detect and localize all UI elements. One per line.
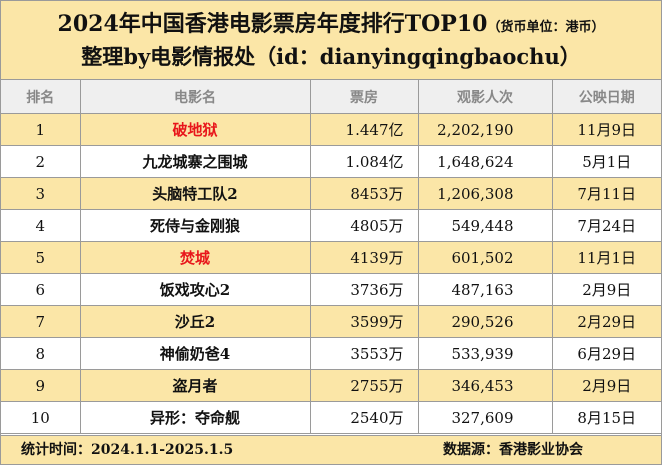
table-row: 7 沙丘2 3599万 290,526 2月29日 <box>1 305 661 338</box>
table-footer: 统计时间：2024.1.1-2025.1.5 数据源：香港影业协会 <box>1 435 661 464</box>
table-body: 1 破地狱 1.447亿 2,202,190 11月9日 2 九龙城寨之围城 1.084亿 1,… <box>1 113 661 434</box>
movie-title-cell: 九龙城寨之围城 <box>79 145 311 178</box>
column-header-viewers: 观影人次 <box>417 80 553 114</box>
table-row: 2 九龙城寨之围城 1.084亿 1,648,624 5月1日 <box>1 145 661 178</box>
box-office-cell: 1.084亿 <box>309 145 419 178</box>
rank-cell: 2 <box>1 145 81 178</box>
table-row: 5 焚城 4139万 601,502 11月1日 <box>1 241 661 274</box>
release-date-cell: 2月9日 <box>551 273 661 306</box>
data-source: 数据源：香港影业协会 <box>443 442 583 458</box>
statistics-period: 统计时间：2024.1.1-2025.1.5 <box>21 442 234 458</box>
release-date-cell: 2月29日 <box>551 305 661 338</box>
rank-cell: 1 <box>1 113 81 146</box>
viewers-cell: 601,502 <box>417 241 553 274</box>
table-row: 4 死侍与金刚狼 4805万 549,448 7月24日 <box>1 209 661 242</box>
viewers-cell: 327,609 <box>417 401 553 434</box>
release-date-cell: 11月1日 <box>551 241 661 274</box>
movie-title-cell: 神偷奶爸4 <box>79 337 311 370</box>
release-date-cell: 7月11日 <box>551 177 661 210</box>
page-subtitle: 整理by电影情报处（id：dianyingqingbaochu） <box>81 44 581 69</box>
column-header-rank: 排名 <box>1 80 81 114</box>
table-row: 6 饭戏攻心2 3736万 487,163 2月9日 <box>1 273 661 306</box>
box-office-cell: 2755万 <box>309 369 419 402</box>
movie-title-cell: 异形：夺命舰 <box>79 401 311 434</box>
viewers-cell: 2,202,190 <box>417 113 553 146</box>
table-row: 3 头脑特工队2 8453万 1,206,308 7月11日 <box>1 177 661 210</box>
column-header-release-date: 公映日期 <box>551 80 661 114</box>
rank-cell: 8 <box>1 337 81 370</box>
viewers-cell: 346,453 <box>417 369 553 402</box>
box-office-cell: 4139万 <box>309 241 419 274</box>
rank-cell: 4 <box>1 209 81 242</box>
column-header-row: 排名 电影名 票房 观影人次 公映日期 <box>1 80 661 114</box>
table-row: 8 神偷奶爸4 3553万 533,939 6月29日 <box>1 337 661 370</box>
viewers-cell: 549,448 <box>417 209 553 242</box>
currency-unit-note: （货币单位：港币） <box>487 20 605 35</box>
movie-title-cell: 焚城 <box>79 241 311 274</box>
movie-title-cell: 死侍与金刚狼 <box>79 209 311 242</box>
rank-cell: 9 <box>1 369 81 402</box>
box-office-cell: 1.447亿 <box>309 113 419 146</box>
viewers-cell: 533,939 <box>417 337 553 370</box>
release-date-cell: 11月9日 <box>551 113 661 146</box>
release-date-cell: 7月24日 <box>551 209 661 242</box>
movie-title-cell: 破地狱 <box>79 113 311 146</box>
table-row: 1 破地狱 1.447亿 2,202,190 11月9日 <box>1 113 661 146</box>
rank-cell: 10 <box>1 401 81 434</box>
viewers-cell: 1,206,308 <box>417 177 553 210</box>
box-office-cell: 3736万 <box>309 273 419 306</box>
viewers-cell: 487,163 <box>417 273 553 306</box>
table-header: 2024年中国香港电影票房年度排行TOP10（货币单位：港币） 整理by电影情报… <box>1 1 661 80</box>
box-office-cell: 3553万 <box>309 337 419 370</box>
movie-title-cell: 盗月者 <box>79 369 311 402</box>
release-date-cell: 8月15日 <box>551 401 661 434</box>
column-header-title: 电影名 <box>79 80 311 114</box>
rank-cell: 5 <box>1 241 81 274</box>
column-header-box-office: 票房 <box>309 80 419 114</box>
movie-title-cell: 沙丘2 <box>79 305 311 338</box>
viewers-cell: 290,526 <box>417 305 553 338</box>
box-office-cell: 2540万 <box>309 401 419 434</box>
page-title-line: 2024年中国香港电影票房年度排行TOP10（货币单位：港币） <box>1 1 661 39</box>
rank-cell: 3 <box>1 177 81 210</box>
box-office-cell: 8453万 <box>309 177 419 210</box>
rank-cell: 7 <box>1 305 81 338</box>
release-date-cell: 2月9日 <box>551 369 661 402</box>
box-office-cell: 3599万 <box>309 305 419 338</box>
table-row: 10 异形：夺命舰 2540万 327,609 8月15日 <box>1 401 661 434</box>
rank-cell: 6 <box>1 273 81 306</box>
box-office-cell: 4805万 <box>309 209 419 242</box>
movie-title-cell: 饭戏攻心2 <box>79 273 311 306</box>
table-row: 9 盗月者 2755万 346,453 2月9日 <box>1 369 661 402</box>
page-title: 2024年中国香港电影票房年度排行TOP10 <box>57 11 488 37</box>
release-date-cell: 6月29日 <box>551 337 661 370</box>
ranking-table: 排名 电影名 票房 观影人次 公映日期 1 破地狱 1.447亿 2,202,190 1… <box>1 80 661 434</box>
viewers-cell: 1,648,624 <box>417 145 553 178</box>
movie-title-cell: 头脑特工队2 <box>79 177 311 210</box>
release-date-cell: 5月1日 <box>551 145 661 178</box>
